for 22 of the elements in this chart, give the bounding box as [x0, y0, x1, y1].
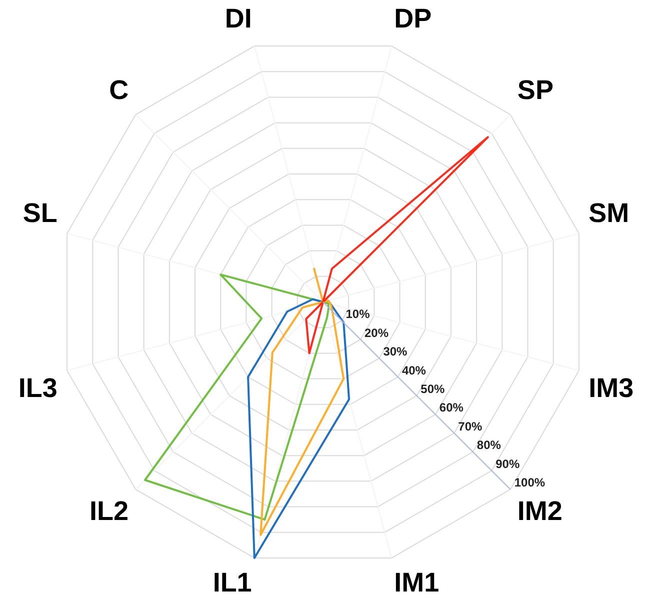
y-tick-label: 80% [476, 438, 502, 452]
spoke-label: SP [517, 74, 554, 105]
spoke-label: IL1 [212, 567, 252, 598]
y-tick-label: 50% [420, 382, 446, 396]
spoke-label: IM2 [517, 496, 562, 526]
spoke-label: C [109, 74, 129, 105]
spoke-label: IL3 [18, 372, 58, 403]
y-tick-label: 40% [402, 363, 426, 378]
spoke-label: SM [588, 198, 630, 228]
y-tick-label: 70% [458, 419, 482, 434]
y-tick-label: 30% [383, 344, 408, 359]
spoke-label: IM1 [394, 567, 440, 598]
y-tick-label: 90% [496, 456, 520, 471]
spoke-label: IM3 [588, 372, 634, 403]
y-tick-label: 60% [439, 400, 464, 415]
y-tick-label: 20% [364, 326, 389, 340]
y-tick-label: 10% [346, 307, 370, 322]
spoke-label: IL2 [90, 496, 129, 526]
spoke-label: DP [394, 4, 432, 34]
spoke-label: DI [224, 4, 252, 34]
spoke-label: SL [22, 198, 58, 228]
y-tick-label: 100% [514, 476, 546, 490]
